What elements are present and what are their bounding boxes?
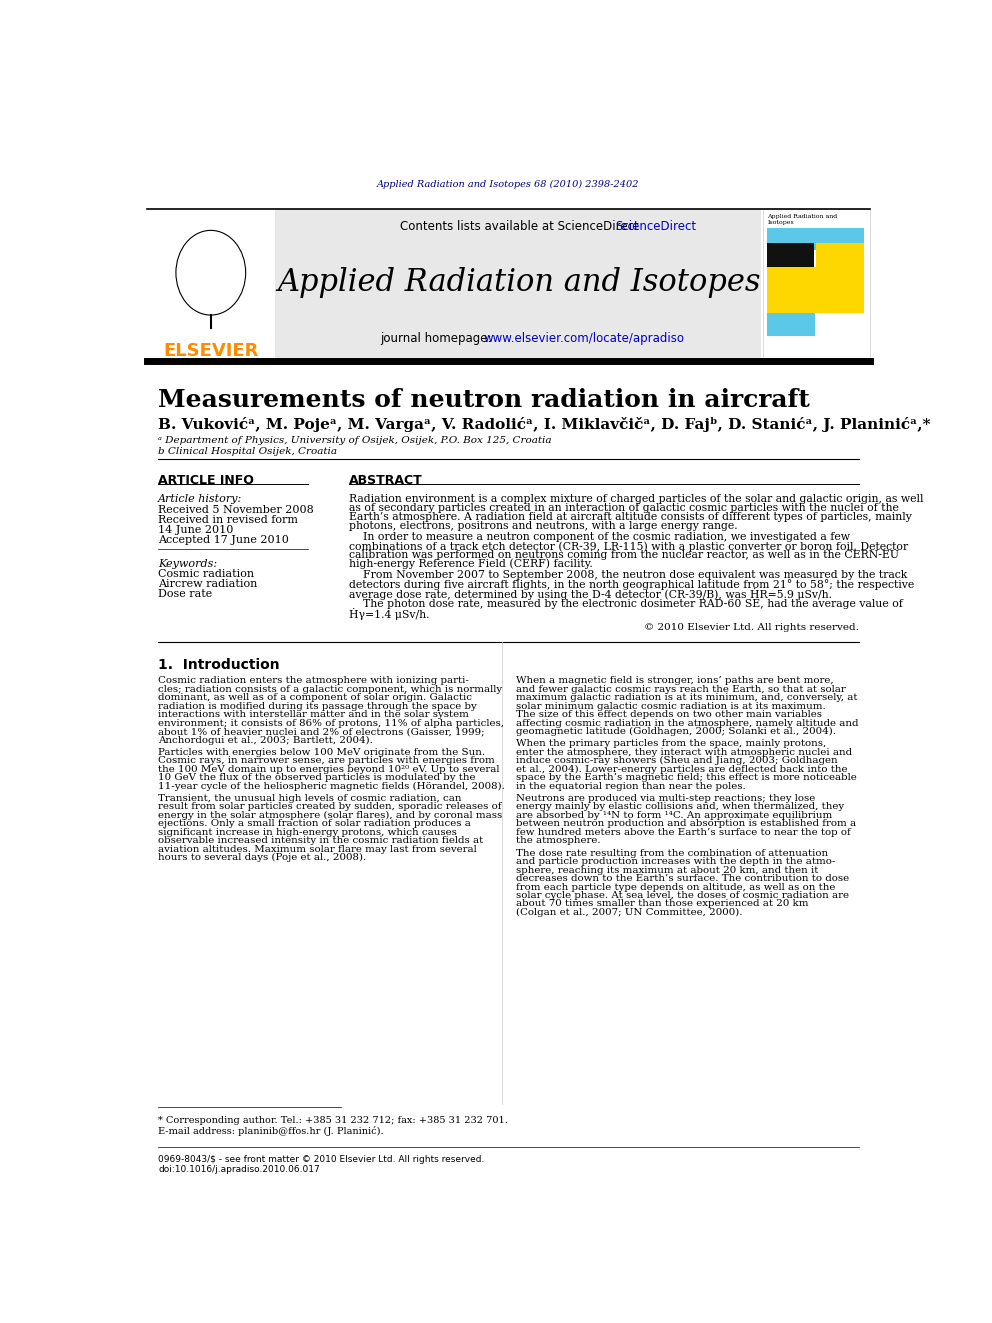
Text: from each particle type depends on altitude, as well as on the: from each particle type depends on altit… bbox=[516, 882, 835, 892]
Text: Neutrons are produced via multi-step reactions; they lose: Neutrons are produced via multi-step rea… bbox=[516, 794, 815, 803]
Text: Applied Radiation and Isotopes 68 (2010) 2398-2402: Applied Radiation and Isotopes 68 (2010)… bbox=[377, 180, 640, 189]
Text: hours to several days (Poje et al., 2008).: hours to several days (Poje et al., 2008… bbox=[158, 853, 366, 863]
Text: significant increase in high-energy protons, which causes: significant increase in high-energy prot… bbox=[158, 828, 457, 837]
Bar bbox=[147, 209, 761, 359]
Text: high-energy Reference Field (CERF) facility.: high-energy Reference Field (CERF) facil… bbox=[349, 558, 592, 569]
Text: calibration was performed on neutrons coming from the nuclear reactor, as well a: calibration was performed on neutrons co… bbox=[349, 550, 899, 560]
Text: The photon dose rate, measured by the electronic dosimeter RAD-60 SE, had the av: The photon dose rate, measured by the el… bbox=[349, 599, 903, 609]
Text: interactions with interstellar matter and in the solar system: interactions with interstellar matter an… bbox=[158, 710, 469, 720]
Text: aviation altitudes. Maximum solar flare may last from several: aviation altitudes. Maximum solar flare … bbox=[158, 845, 477, 853]
Bar bbox=[767, 228, 864, 250]
Text: in the equatorial region than near the poles.: in the equatorial region than near the p… bbox=[516, 782, 746, 791]
Text: Cosmic rays, in narrower sense, are particles with energies from: Cosmic rays, in narrower sense, are part… bbox=[158, 757, 495, 765]
Text: Cosmic radiation enters the atmosphere with ionizing parti-: Cosmic radiation enters the atmosphere w… bbox=[158, 676, 469, 685]
Text: the atmosphere.: the atmosphere. bbox=[516, 836, 601, 845]
Text: When the primary particles from the space, mainly protons,: When the primary particles from the spac… bbox=[516, 740, 826, 749]
Text: detectors during five aircraft flights, in the north geographical latitude from : detectors during five aircraft flights, … bbox=[349, 578, 914, 590]
Text: and particle production increases with the depth in the atmo-: and particle production increases with t… bbox=[516, 857, 835, 867]
Text: 14 June 2010: 14 June 2010 bbox=[158, 525, 233, 536]
Text: Anchordogui et al., 2003; Bartlett, 2004).: Anchordogui et al., 2003; Bartlett, 2004… bbox=[158, 736, 373, 745]
Text: Article history:: Article history: bbox=[158, 495, 242, 504]
Text: © 2010 Elsevier Ltd. All rights reserved.: © 2010 Elsevier Ltd. All rights reserved… bbox=[644, 623, 859, 631]
Text: dominant, as well as of a component of solar origin. Galactic: dominant, as well as of a component of s… bbox=[158, 693, 472, 703]
Text: enter the atmosphere, they interact with atmospheric nuclei and: enter the atmosphere, they interact with… bbox=[516, 747, 852, 757]
Text: about 70 times smaller than those experienced at 20 km: about 70 times smaller than those experi… bbox=[516, 900, 808, 909]
Text: et al., 2004). Lower-energy particles are deflected back into the: et al., 2004). Lower-energy particles ar… bbox=[516, 765, 847, 774]
Text: b Clinical Hospital Osijek, Croatia: b Clinical Hospital Osijek, Croatia bbox=[158, 447, 337, 455]
Text: induce cosmic-ray showers (Sheu and Jiang, 2003; Goldhagen: induce cosmic-ray showers (Sheu and Jian… bbox=[516, 757, 838, 766]
Text: Earth’s atmosphere. A radiation field at aircraft altitude consists of different: Earth’s atmosphere. A radiation field at… bbox=[349, 512, 912, 523]
Text: sphere, reaching its maximum at about 20 km, and then it: sphere, reaching its maximum at about 20… bbox=[516, 865, 818, 875]
Text: E-mail address: planinib@ffos.hr (J. Planinić).: E-mail address: planinib@ffos.hr (J. Pla… bbox=[158, 1126, 384, 1136]
Text: between neutron production and absorption is established from a: between neutron production and absorptio… bbox=[516, 819, 856, 828]
Text: From November 2007 to September 2008, the neutron dose equivalent was measured b: From November 2007 to September 2008, th… bbox=[349, 570, 907, 579]
Text: * Corresponding author. Tel.: +385 31 232 712; fax: +385 31 232 701.: * Corresponding author. Tel.: +385 31 23… bbox=[158, 1115, 508, 1125]
Text: photons, electrons, positrons and neutrons, with a large energy range.: photons, electrons, positrons and neutro… bbox=[349, 521, 737, 531]
Text: 10 GeV the flux of the observed particles is modulated by the: 10 GeV the flux of the observed particle… bbox=[158, 773, 475, 782]
Text: and fewer galactic cosmic rays reach the Earth, so that at solar: and fewer galactic cosmic rays reach the… bbox=[516, 685, 846, 693]
Text: Applied Radiation and: Applied Radiation and bbox=[767, 214, 837, 220]
Text: energy mainly by elastic collisions and, when thermalized, they: energy mainly by elastic collisions and,… bbox=[516, 803, 844, 811]
Text: The size of this effect depends on two other main variables: The size of this effect depends on two o… bbox=[516, 710, 822, 720]
Text: (Colgan et al., 2007; UN Committee, 2000).: (Colgan et al., 2007; UN Committee, 2000… bbox=[516, 908, 743, 917]
Bar bbox=[816, 243, 864, 273]
Text: 1.  Introduction: 1. Introduction bbox=[158, 658, 280, 672]
Text: ELSEVIER: ELSEVIER bbox=[163, 343, 259, 360]
Text: Received 5 November 2008: Received 5 November 2008 bbox=[158, 505, 313, 515]
Text: Transient, the unusual high levels of cosmic radiation, can: Transient, the unusual high levels of co… bbox=[158, 794, 461, 803]
Text: 11-year cycle of the heliospheric magnetic fields (Hörandel, 2008).: 11-year cycle of the heliospheric magnet… bbox=[158, 782, 505, 791]
Text: the 100 MeV domain up to energies beyond 10²⁰ eV. Up to several: the 100 MeV domain up to energies beyond… bbox=[158, 765, 500, 774]
Text: 0969-8043/$ - see front matter © 2010 Elsevier Ltd. All rights reserved.: 0969-8043/$ - see front matter © 2010 El… bbox=[158, 1155, 484, 1164]
Text: When a magnetic field is stronger, ions’ paths are bent more,: When a magnetic field is stronger, ions’… bbox=[516, 676, 833, 685]
Text: cles; radiation consists of a galactic component, which is normally: cles; radiation consists of a galactic c… bbox=[158, 685, 502, 693]
Text: environment; it consists of 86% of protons, 11% of alpha particles,: environment; it consists of 86% of proto… bbox=[158, 718, 504, 728]
Text: ejections. Only a small fraction of solar radiation produces a: ejections. Only a small fraction of sola… bbox=[158, 819, 471, 828]
Bar bbox=[767, 243, 813, 273]
Text: Cosmic radiation: Cosmic radiation bbox=[158, 569, 254, 579]
Text: affecting cosmic radiation in the atmosphere, namely altitude and: affecting cosmic radiation in the atmosp… bbox=[516, 718, 859, 728]
Text: geomagnetic latitude (Goldhagen, 2000; Solanki et al., 2004).: geomagnetic latitude (Goldhagen, 2000; S… bbox=[516, 728, 836, 736]
Text: space by the Earth’s magnetic field; this effect is more noticeable: space by the Earth’s magnetic field; thi… bbox=[516, 773, 857, 782]
Text: The dose rate resulting from the combination of attenuation: The dose rate resulting from the combina… bbox=[516, 848, 828, 857]
Text: about 1% of heavier nuclei and 2% of electrons (Gaisser, 1999;: about 1% of heavier nuclei and 2% of ele… bbox=[158, 728, 485, 736]
Text: Received in revised form: Received in revised form bbox=[158, 515, 299, 525]
Text: ᵃ Department of Physics, University of Osijek, Osijek, P.O. Box 125, Croatia: ᵃ Department of Physics, University of O… bbox=[158, 437, 552, 445]
Text: Ḣγ=1.4 μSv/h.: Ḣγ=1.4 μSv/h. bbox=[349, 607, 430, 619]
Text: Keywords:: Keywords: bbox=[158, 560, 217, 569]
Text: observable increased intensity in the cosmic radiation fields at: observable increased intensity in the co… bbox=[158, 836, 483, 845]
Bar bbox=[767, 266, 864, 312]
Text: ARTICLE INFO: ARTICLE INFO bbox=[158, 475, 254, 487]
Text: Isotopes: Isotopes bbox=[767, 221, 794, 225]
Text: average dose rate, determined by using the D-4 detector (CR-39/B), was ḢR=5.9 μS: average dose rate, determined by using t… bbox=[349, 587, 831, 599]
Bar bbox=[147, 209, 275, 359]
Text: Aircrew radiation: Aircrew radiation bbox=[158, 579, 258, 589]
Bar bbox=[763, 209, 870, 359]
Text: Applied Radiation and Isotopes: Applied Radiation and Isotopes bbox=[278, 266, 761, 298]
Text: www.elsevier.com/locate/apradiso: www.elsevier.com/locate/apradiso bbox=[484, 332, 684, 345]
Text: Accepted 17 June 2010: Accepted 17 June 2010 bbox=[158, 536, 289, 545]
Text: result from solar particles created by sudden, sporadic releases of: result from solar particles created by s… bbox=[158, 803, 502, 811]
Text: few hundred meters above the Earth’s surface to near the top of: few hundred meters above the Earth’s sur… bbox=[516, 828, 851, 837]
Text: ABSTRACT: ABSTRACT bbox=[349, 475, 423, 487]
Text: ScienceDirect: ScienceDirect bbox=[615, 221, 696, 233]
Text: combinations of a track etch detector (CR-39, LR-115) with a plastic converter o: combinations of a track etch detector (C… bbox=[349, 541, 908, 552]
Text: Dose rate: Dose rate bbox=[158, 589, 212, 599]
Text: energy in the solar atmosphere (solar flares), and by coronal mass: energy in the solar atmosphere (solar fl… bbox=[158, 811, 502, 820]
Text: Particles with energies below 100 MeV originate from the Sun.: Particles with energies below 100 MeV or… bbox=[158, 747, 485, 757]
Text: solar minimum galactic cosmic radiation is at its maximum.: solar minimum galactic cosmic radiation … bbox=[516, 701, 826, 710]
Text: Radiation environment is a complex mixture of charged particles of the solar and: Radiation environment is a complex mixtu… bbox=[349, 495, 924, 504]
Text: Contents lists available at ScienceDirect: Contents lists available at ScienceDirec… bbox=[400, 221, 639, 233]
Text: solar cycle phase. At sea level, the doses of cosmic radiation are: solar cycle phase. At sea level, the dos… bbox=[516, 890, 849, 900]
Text: radiation is modified during its passage through the space by: radiation is modified during its passage… bbox=[158, 701, 477, 710]
Text: In order to measure a neutron component of the cosmic radiation, we investigated: In order to measure a neutron component … bbox=[349, 532, 850, 542]
Text: as of secondary particles created in an interaction of galactic cosmic particles: as of secondary particles created in an … bbox=[349, 503, 899, 513]
Bar bbox=[767, 312, 815, 336]
Text: B. Vukovićᵃ, M. Pojeᵃ, M. Vargaᵃ, V. Radolićᵃ, I. Miklavčičᵃ, D. Fajᵇ, D. Stanić: B. Vukovićᵃ, M. Pojeᵃ, M. Vargaᵃ, V. Rad… bbox=[158, 418, 930, 433]
Text: decreases down to the Earth’s surface. The contribution to dose: decreases down to the Earth’s surface. T… bbox=[516, 875, 849, 882]
Text: journal homepage:: journal homepage: bbox=[380, 332, 491, 345]
Text: doi:10.1016/j.apradiso.2010.06.017: doi:10.1016/j.apradiso.2010.06.017 bbox=[158, 1166, 319, 1174]
Text: Measurements of neutron radiation in aircraft: Measurements of neutron radiation in air… bbox=[158, 388, 809, 413]
Text: are absorbed by ¹⁴N to form ¹⁴C. An approximate equilibrium: are absorbed by ¹⁴N to form ¹⁴C. An appr… bbox=[516, 811, 832, 820]
Text: maximum galactic radiation is at its minimum, and, conversely, at: maximum galactic radiation is at its min… bbox=[516, 693, 858, 703]
